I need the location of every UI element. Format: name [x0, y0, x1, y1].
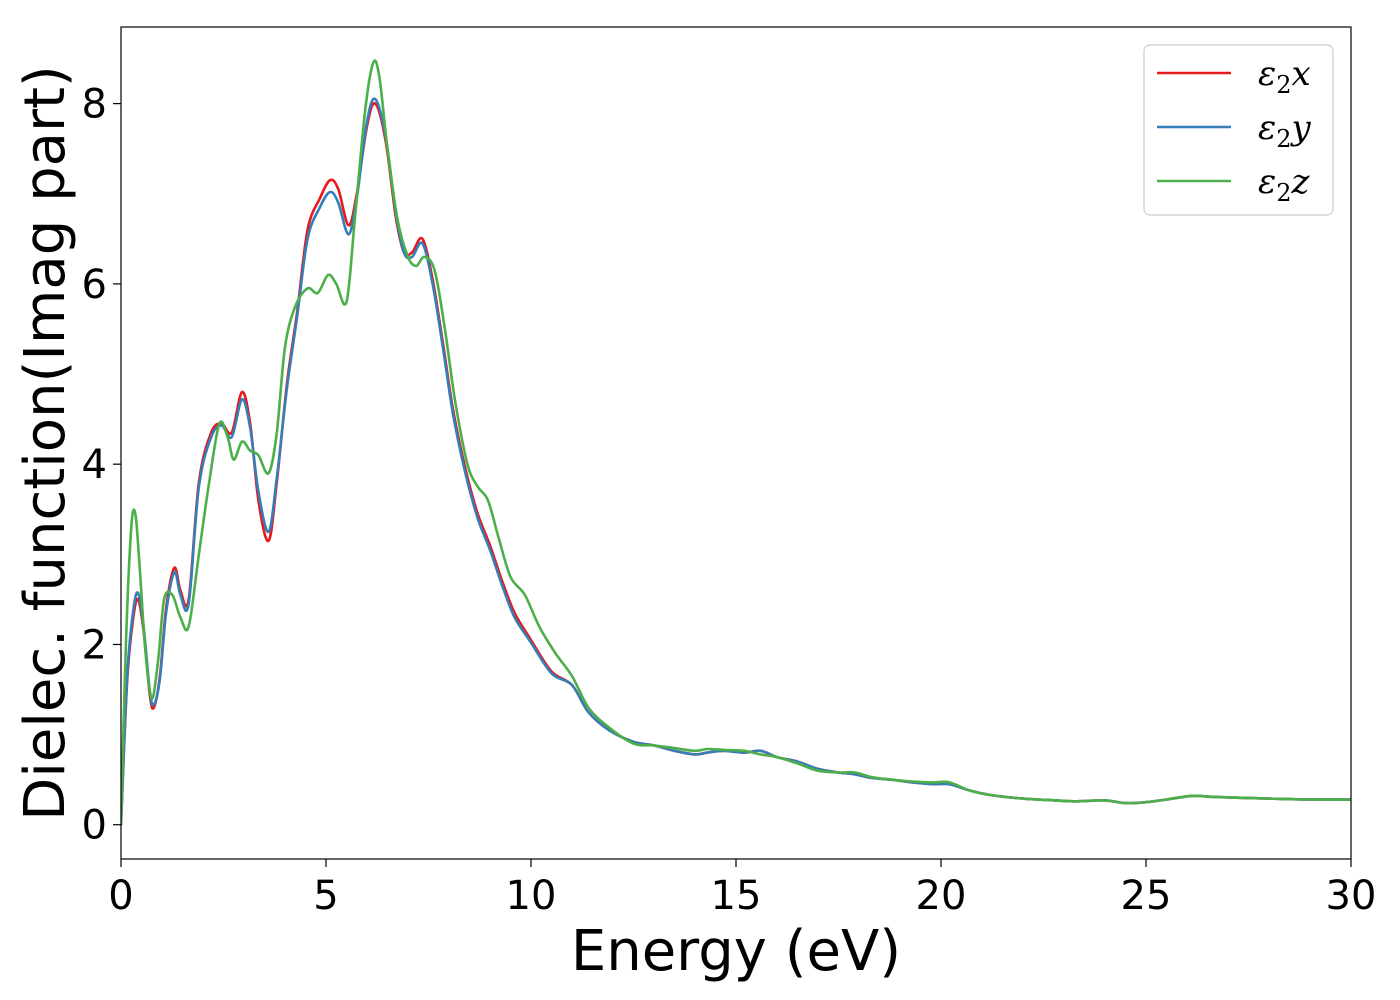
legend: ε2x ε2y ε2z: [1143, 44, 1334, 216]
x-axis-ticks: 0 5 10 15 20 25 30: [108, 859, 1376, 919]
legend-label-y: ε2y: [1258, 108, 1312, 153]
x-tick-label: 0: [108, 873, 133, 919]
x-tick-label: 5: [313, 873, 338, 919]
legend-label-z: ε2z: [1258, 162, 1311, 207]
y-tick-label: 6: [82, 262, 107, 308]
y-tick-label: 4: [82, 442, 107, 488]
y-tick-label: 2: [82, 622, 107, 668]
x-tick-label: 20: [916, 873, 967, 919]
x-tick-label: 10: [506, 873, 557, 919]
x-tick-label: 25: [1121, 873, 1172, 919]
series-layer: [121, 59, 1351, 826]
x-axis-label: Energy (eV): [571, 919, 901, 984]
y-tick-label: 0: [82, 803, 107, 849]
y-axis-ticks: 0 2 4 6 8: [82, 82, 121, 849]
legend-label-x: ε2x: [1258, 54, 1311, 99]
y-tick-label: 8: [82, 82, 107, 128]
series-line-z: [121, 59, 1351, 826]
x-tick-label: 15: [711, 873, 762, 919]
x-tick-label: 30: [1326, 873, 1377, 919]
legend-frame: [1143, 44, 1334, 216]
y-axis-label: Dielec. function(Imag part): [13, 65, 78, 821]
